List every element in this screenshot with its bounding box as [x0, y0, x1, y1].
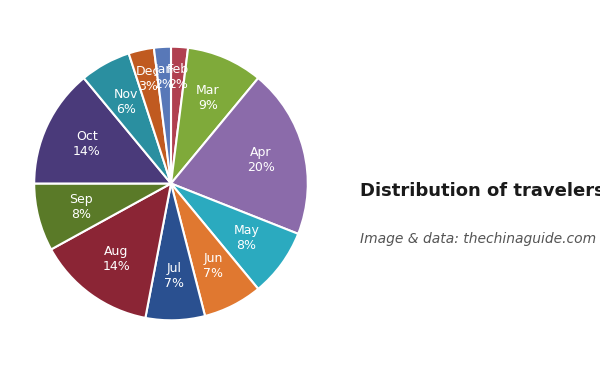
Wedge shape [129, 48, 171, 184]
Wedge shape [34, 78, 171, 184]
Wedge shape [145, 184, 205, 320]
Text: Aug
14%: Aug 14% [103, 245, 130, 273]
Text: Sep
8%: Sep 8% [69, 193, 93, 221]
Wedge shape [154, 47, 171, 184]
Text: Image & data: thechinaguide.com: Image & data: thechinaguide.com [360, 232, 596, 246]
Text: Oct
14%: Oct 14% [73, 130, 101, 158]
Text: Feb
2%: Feb 2% [167, 63, 189, 91]
Wedge shape [171, 184, 298, 289]
Wedge shape [171, 78, 308, 234]
Text: Dec
3%: Dec 3% [136, 65, 160, 93]
Wedge shape [51, 184, 171, 318]
Text: Distribution of travelers (by month): Distribution of travelers (by month) [360, 182, 600, 200]
Wedge shape [171, 48, 258, 184]
Text: May
8%: May 8% [233, 224, 259, 252]
Text: Jan
2%: Jan 2% [154, 63, 174, 91]
Wedge shape [171, 184, 258, 316]
Wedge shape [171, 47, 188, 184]
Text: Mar
9%: Mar 9% [196, 84, 220, 112]
Text: Apr
20%: Apr 20% [247, 146, 275, 174]
Text: Nov
6%: Nov 6% [114, 88, 139, 116]
Wedge shape [34, 184, 171, 250]
Text: Jul
7%: Jul 7% [164, 262, 184, 290]
Text: Jun
7%: Jun 7% [203, 252, 223, 280]
Wedge shape [84, 53, 171, 184]
